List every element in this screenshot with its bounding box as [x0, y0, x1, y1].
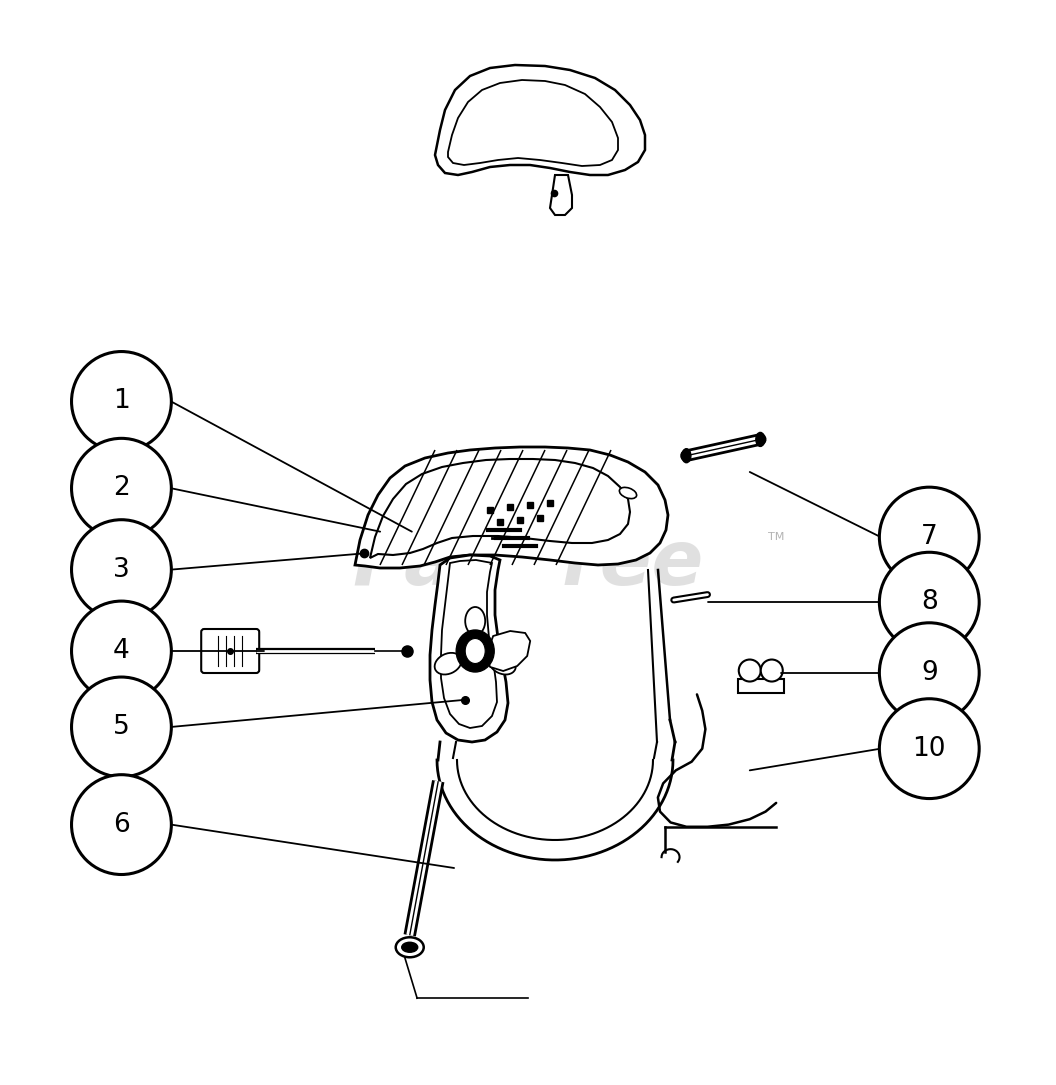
- Ellipse shape: [401, 942, 418, 953]
- FancyBboxPatch shape: [202, 629, 259, 673]
- Circle shape: [72, 677, 171, 777]
- Circle shape: [72, 520, 171, 620]
- Ellipse shape: [489, 653, 515, 675]
- Ellipse shape: [466, 638, 485, 664]
- Circle shape: [880, 487, 979, 587]
- Circle shape: [72, 775, 171, 875]
- Circle shape: [760, 660, 782, 681]
- Text: 4: 4: [113, 638, 130, 664]
- Circle shape: [72, 352, 171, 451]
- Circle shape: [880, 623, 979, 723]
- Polygon shape: [441, 560, 497, 728]
- Polygon shape: [485, 631, 530, 671]
- Polygon shape: [430, 556, 508, 742]
- Circle shape: [72, 601, 171, 701]
- Ellipse shape: [396, 937, 423, 957]
- Text: TM: TM: [768, 532, 785, 542]
- Polygon shape: [370, 459, 630, 558]
- Ellipse shape: [456, 630, 494, 672]
- Polygon shape: [550, 175, 572, 215]
- Circle shape: [739, 660, 760, 681]
- Polygon shape: [435, 65, 645, 175]
- Polygon shape: [355, 447, 668, 569]
- Circle shape: [880, 552, 979, 652]
- Ellipse shape: [756, 433, 765, 446]
- Text: 1: 1: [113, 388, 130, 414]
- Circle shape: [880, 699, 979, 799]
- Text: 3: 3: [113, 557, 130, 583]
- Text: 7: 7: [921, 524, 938, 550]
- Ellipse shape: [435, 653, 461, 675]
- Polygon shape: [448, 80, 618, 166]
- Text: 9: 9: [921, 660, 938, 686]
- Ellipse shape: [682, 449, 691, 462]
- Text: 6: 6: [113, 812, 130, 838]
- Ellipse shape: [466, 607, 485, 635]
- Polygon shape: [738, 678, 784, 692]
- Circle shape: [72, 438, 171, 538]
- Text: 10: 10: [912, 736, 946, 762]
- Text: 5: 5: [113, 714, 130, 740]
- Text: Pa    ree: Pa ree: [353, 527, 703, 601]
- Text: 8: 8: [921, 589, 938, 615]
- Text: 2: 2: [113, 475, 130, 501]
- Ellipse shape: [620, 487, 637, 499]
